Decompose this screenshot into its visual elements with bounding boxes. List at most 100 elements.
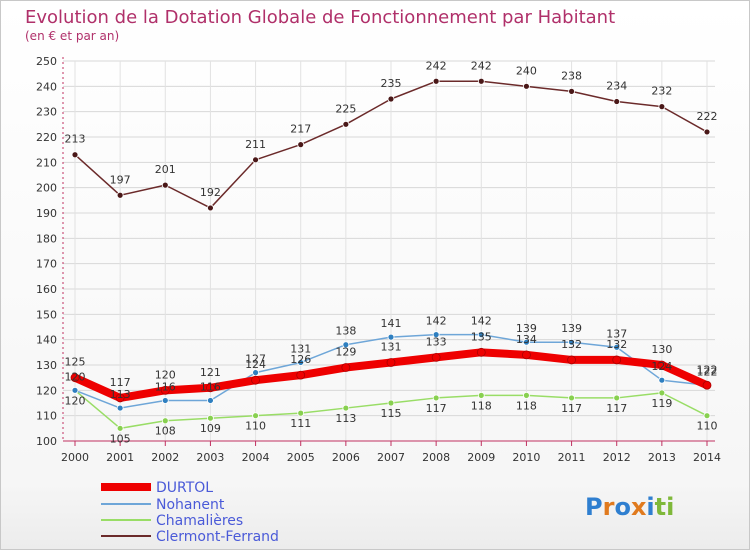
data-label: 121 <box>200 366 221 379</box>
data-label: 122 <box>697 363 718 376</box>
data-label: 138 <box>335 325 356 338</box>
legend-label: Chamalières <box>156 513 243 529</box>
data-label: 110 <box>245 420 266 433</box>
data-label: 117 <box>606 402 627 415</box>
data-label: 120 <box>155 368 176 381</box>
data-point <box>477 331 485 339</box>
data-label: 116 <box>200 380 221 393</box>
data-point <box>342 404 350 412</box>
data-point <box>523 338 530 346</box>
data-point <box>613 394 621 402</box>
data-point <box>612 355 622 365</box>
legend: DURTOLNohanentChamalièresClermont-Ferran… <box>101 480 279 545</box>
logo-letter: P <box>585 493 603 521</box>
data-point <box>658 376 666 384</box>
data-point <box>115 393 125 403</box>
legend-label: DURTOL <box>156 480 213 496</box>
data-point <box>297 359 305 366</box>
data-label: 109 <box>200 422 221 435</box>
x-tick-label: 2000 <box>61 451 89 464</box>
data-point <box>297 409 305 417</box>
y-tick-label: 190 <box>36 207 57 220</box>
x-tick-label: 2003 <box>196 451 224 464</box>
data-point <box>252 156 259 164</box>
data-label: 234 <box>606 80 627 93</box>
y-tick-label: 120 <box>36 384 57 397</box>
data-label: 129 <box>335 346 356 359</box>
data-label: 118 <box>516 399 537 412</box>
data-point <box>161 397 169 404</box>
data-label: 120 <box>65 370 86 383</box>
data-point <box>702 380 712 390</box>
data-label: 122 <box>697 365 718 378</box>
x-tick-label: 2006 <box>332 451 360 464</box>
chart-title: Evolution de la Dotation Globale de Fonc… <box>25 7 615 28</box>
x-tick-label: 2014 <box>693 451 721 464</box>
y-tick-label: 240 <box>36 80 57 93</box>
logo-letter: i <box>666 493 674 521</box>
x-tick-label: 2010 <box>512 451 540 464</box>
data-point <box>387 333 395 341</box>
data-point <box>477 77 485 85</box>
data-label: 119 <box>651 397 672 410</box>
legend-label: Clermont-Ferrand <box>156 529 279 545</box>
data-label: 192 <box>200 186 221 199</box>
data-label: 111 <box>290 417 311 430</box>
y-tick-label: 130 <box>36 359 57 372</box>
data-labels: 213 197 201 192 211 217 225 235 242 242 240 238 234 2… <box>65 59 718 445</box>
data-label: 142 <box>426 315 447 328</box>
data-label: 124 <box>245 358 266 371</box>
data-point <box>568 394 575 402</box>
data-label: 113 <box>110 388 131 401</box>
data-point <box>251 375 260 385</box>
chart-subtitle: (en € et par an) <box>25 29 119 43</box>
y-tick-label: 140 <box>36 334 57 347</box>
data-point <box>341 363 351 372</box>
data-point <box>252 412 259 420</box>
data-point <box>161 181 169 189</box>
data-label: 242 <box>426 59 447 72</box>
logo-letter: i <box>646 493 654 521</box>
data-label: 116 <box>155 380 176 393</box>
data-label: 211 <box>245 138 266 151</box>
data-label: 222 <box>697 110 718 123</box>
data-point <box>432 77 440 85</box>
data-point <box>342 341 350 349</box>
data-label: 232 <box>651 85 672 98</box>
proxiti-logo: Proxiti <box>585 493 674 521</box>
data-label: 213 <box>65 133 86 146</box>
logo-letter: x <box>631 493 647 521</box>
data-label: 132 <box>606 338 627 351</box>
data-label: 142 <box>471 315 492 328</box>
data-point <box>613 343 621 351</box>
data-point <box>207 397 214 404</box>
y-tick-label: 250 <box>36 55 57 68</box>
data-point <box>71 386 79 394</box>
y-tick-label: 170 <box>36 258 57 271</box>
data-label: 197 <box>110 173 131 186</box>
y-tick-label: 180 <box>36 232 57 245</box>
data-point <box>522 350 531 360</box>
data-point <box>70 373 80 383</box>
y-tick-label: 210 <box>36 156 57 169</box>
data-label: 133 <box>426 335 447 348</box>
y-tick-label: 150 <box>36 308 57 321</box>
data-point <box>297 141 305 149</box>
data-point <box>431 352 441 362</box>
data-label: 242 <box>471 59 492 72</box>
data-point <box>703 412 711 420</box>
data-point <box>703 128 711 136</box>
x-tick-label: 2011 <box>558 451 586 464</box>
data-point <box>116 424 124 432</box>
data-point <box>432 394 440 402</box>
data-point <box>523 82 530 90</box>
data-label: 217 <box>290 123 311 136</box>
series-group <box>70 77 712 432</box>
data-label: 201 <box>155 163 176 176</box>
data-point <box>477 391 485 399</box>
axes: 100 110 120 130 140 150 160 170 180 190 200 210 220 2… <box>36 55 721 464</box>
data-label: 120 <box>65 394 86 407</box>
x-tick-label: 2007 <box>377 451 405 464</box>
data-label: 125 <box>65 356 86 369</box>
